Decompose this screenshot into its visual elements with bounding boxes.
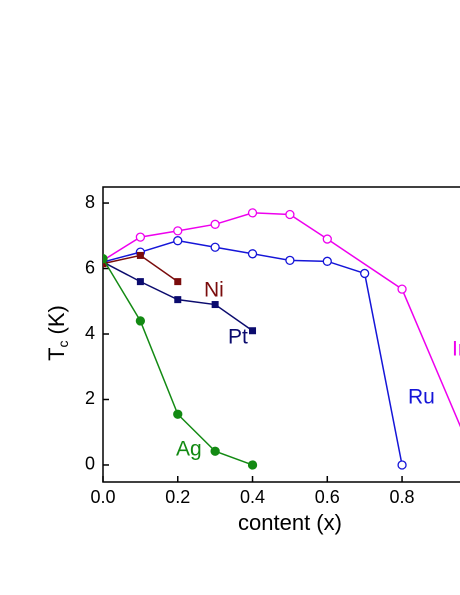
series-label: Ni [204,279,224,302]
marker [136,278,144,286]
marker [211,301,219,309]
marker [210,219,220,229]
y-label-main: T [44,347,69,360]
marker [322,256,332,266]
series-line [103,239,403,466]
series-label: Ru [408,386,435,409]
marker [397,460,407,470]
x-tick-label: 0.2 [165,487,190,507]
marker [322,234,332,244]
marker [173,236,183,246]
marker [135,316,146,326]
marker [173,409,183,419]
y-tick-label: 0 [85,454,95,474]
marker [103,260,107,268]
y-tick-label: 8 [85,192,95,212]
series-line [103,258,253,466]
x-axis-label: content (x) [238,510,342,535]
x-tick-label: 0.8 [390,487,415,507]
marker [135,232,146,242]
series-label: Ir [452,338,460,361]
y-tick-label: 2 [85,388,95,408]
series-label: Pt [228,326,248,349]
marker [174,296,182,304]
marker [360,268,370,279]
axes: 0.0 0.2 0.4 0.6 0.8 0 2 4 6 8 [85,186,460,507]
series-line [103,212,460,428]
marker [249,327,257,335]
marker [210,446,220,456]
marker [247,460,258,470]
x-tick-label: 0.4 [240,487,265,507]
y-tick-label: 4 [85,323,95,343]
marker [173,226,183,236]
marker [397,284,407,294]
axis-frame [102,186,460,483]
plot-area [103,208,460,470]
marker [103,254,108,264]
x-tick-label: 0.0 [90,487,115,507]
series-label: Ag [176,438,202,461]
marker [247,249,258,259]
marker [247,208,258,218]
marker [285,255,295,265]
marker [174,278,182,286]
y-axis-label: Tc (K) [44,305,71,361]
marker [210,242,220,252]
marker [285,209,295,220]
y-label-sub: c [55,340,71,347]
y-tick-label: 6 [85,257,95,277]
x-tick-label: 0.6 [315,487,340,507]
y-label-rest: (K) [44,305,69,334]
marker [136,251,144,259]
